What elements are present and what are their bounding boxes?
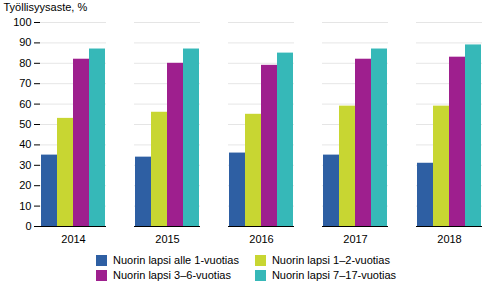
html-text:Nuorin lapsi 7–17-vuotias: Nuorin lapsi 7–17-vuotias bbox=[271, 269, 396, 281]
svg-text:10: 10 bbox=[19, 200, 31, 212]
html-text:Nuorin lapsi 1–2-vuotias: Nuorin lapsi 1–2-vuotias bbox=[271, 254, 390, 266]
svg-text:50: 50 bbox=[19, 118, 31, 130]
svg-text:70: 70 bbox=[19, 77, 31, 89]
svg-text:90: 90 bbox=[19, 36, 31, 48]
svg-text:100: 100 bbox=[13, 16, 31, 28]
svg-text:20: 20 bbox=[19, 179, 31, 191]
html-text:Nuorin lapsi alle 1-vuotias: Nuorin lapsi alle 1-vuotias bbox=[113, 254, 239, 266]
svg-text:60: 60 bbox=[19, 98, 31, 110]
svg-text:2018: 2018 bbox=[437, 233, 461, 245]
svg-text:2015: 2015 bbox=[155, 233, 179, 245]
svg-text:30: 30 bbox=[19, 159, 31, 171]
svg-text:2016: 2016 bbox=[249, 233, 273, 245]
svg-text:Työllisyysaste, %: Työllisyysaste, % bbox=[4, 1, 88, 13]
svg-text:40: 40 bbox=[19, 138, 31, 150]
html-text:Nuorin lapsi 3–6-vuotias: Nuorin lapsi 3–6-vuotias bbox=[113, 269, 231, 281]
svg-text:2014: 2014 bbox=[61, 233, 85, 245]
svg-text:80: 80 bbox=[19, 57, 31, 69]
svg-text:0: 0 bbox=[25, 220, 31, 232]
svg-text:2017: 2017 bbox=[343, 233, 367, 245]
